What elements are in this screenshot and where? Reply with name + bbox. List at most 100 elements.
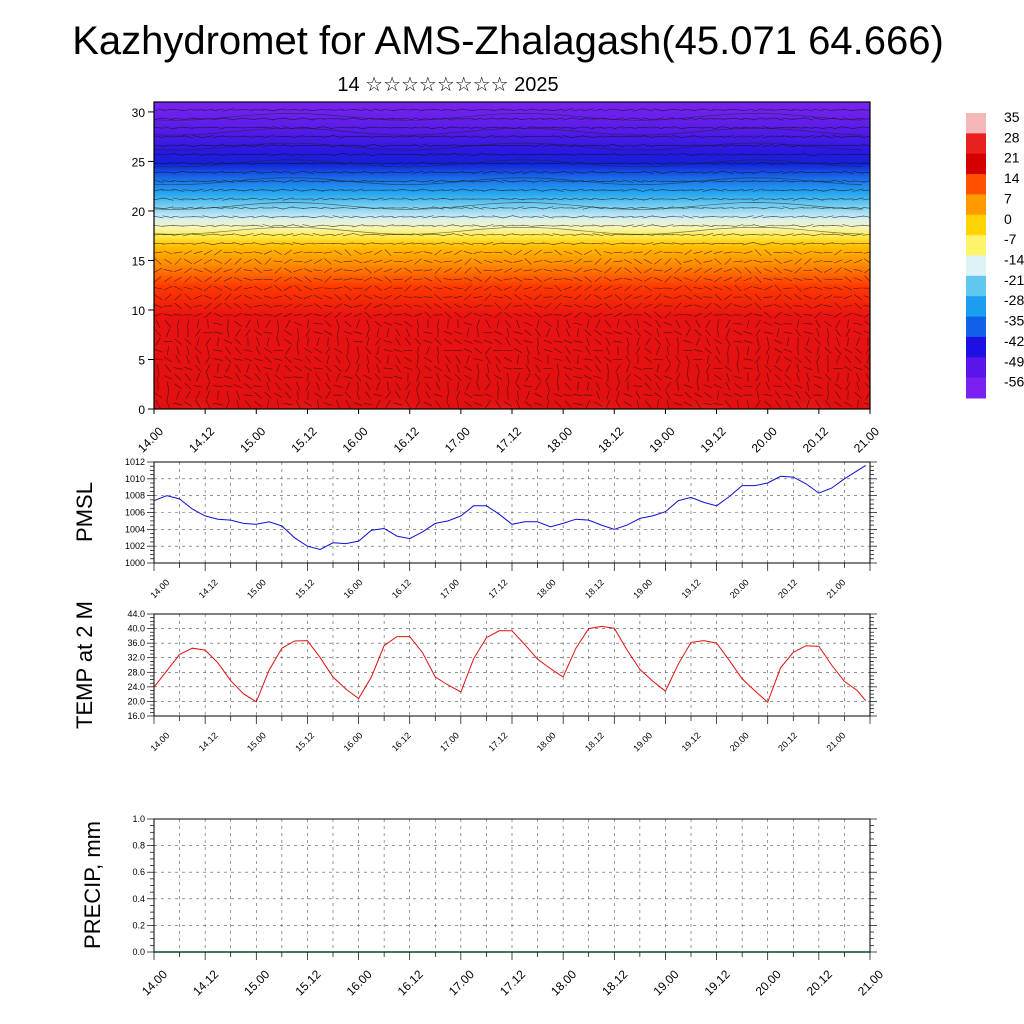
wind-barb [812,117,824,121]
wind-barb [853,259,863,264]
wind-barb [192,242,204,245]
wind-barb [224,302,232,310]
wind-barb [283,285,293,291]
wind-barb [517,354,519,364]
wind-barb [672,135,684,139]
wind-barb [262,198,274,200]
wind-barb [402,171,414,174]
wind-barb [554,294,562,300]
wind-barb [382,136,394,138]
wind-barb [572,117,584,120]
wind-barb [553,340,563,343]
wind-barb [843,401,853,407]
heatmap-x-tick-label: 19.00 [646,424,677,455]
wind-barb [802,215,814,219]
wind-barb [632,179,644,183]
wind-barb [372,233,384,236]
wind-barb [172,180,184,182]
wind-barb [205,355,211,364]
precip-x-tick-label: 21.00 [855,967,886,998]
wind-barb [636,337,640,347]
wind-barb [832,162,844,165]
wind-barb [782,233,794,236]
colorbar-swatch [966,113,986,134]
wind-barb [804,355,812,364]
wind-barb [156,372,160,382]
wind-barb [622,207,634,209]
wind-barb [584,365,592,372]
wind-barb [595,382,601,391]
wind-barb [783,277,793,282]
wind-barb [432,215,444,218]
wind-barb [563,296,573,299]
wind-barb [455,355,461,364]
wind-barb [303,365,313,371]
colorbar-label: -28 [1004,292,1024,308]
wind-barb [593,375,603,379]
wind-barb [284,249,292,256]
wind-barb [742,188,754,192]
wind-barb [712,188,724,192]
wind-barb [633,385,643,387]
wind-barb [182,126,194,129]
wind-barb [606,390,610,400]
wind-barb [783,331,793,334]
wind-barb [862,126,870,129]
wind-barb [432,126,444,129]
wind-barb [285,319,291,328]
wind-barb [384,276,392,283]
wind-barb [654,258,662,265]
wind-barb [532,206,544,210]
wind-barb [476,319,480,329]
wind-barb [243,277,253,281]
wind-barb [492,144,504,147]
wind-barb [592,189,604,191]
wind-barb [466,355,470,364]
wind-barb [704,392,712,399]
wind-barb [533,304,543,308]
wind-barb [534,285,542,291]
wind-barb [562,135,574,139]
wind-barb [664,258,672,265]
wind-barb [532,179,544,183]
wind-barb [642,188,654,192]
wind-barb [723,313,733,317]
wind-barb [534,249,542,256]
wind-barb [233,277,243,282]
panel-temp-x-tick-label: 17.12 [486,730,509,753]
wind-barb [732,224,744,228]
wind-barb [417,346,419,356]
wind-barb [772,117,784,121]
wind-barb [832,215,844,218]
wind-barb [362,242,374,245]
wind-barb [473,296,483,298]
wind-barb [582,215,594,219]
wind-barb [534,276,542,283]
wind-barb [802,117,814,121]
wind-barb [436,372,440,382]
wind-barb [432,136,444,138]
wind-barb [792,197,804,201]
wind-barb [714,303,722,309]
wind-barb [704,329,712,337]
wind-barb [293,376,303,379]
wind-barb [485,400,491,408]
wind-barb [755,319,761,328]
wind-barb [702,188,714,192]
wind-barb [392,242,404,245]
wind-barb [702,216,714,218]
wind-barb [556,363,560,373]
wind-barb [343,303,353,309]
wind-barb [772,171,784,174]
wind-barb [424,365,432,372]
wind-barb [842,224,854,228]
wind-barb [794,284,802,292]
wind-barb [366,328,370,338]
wind-barb [274,276,282,283]
wind-barb [783,251,793,254]
wind-barb [502,117,514,120]
wind-barb [552,180,564,183]
wind-barb [473,339,483,344]
wind-barb [724,294,732,301]
wind-barb [332,189,344,191]
